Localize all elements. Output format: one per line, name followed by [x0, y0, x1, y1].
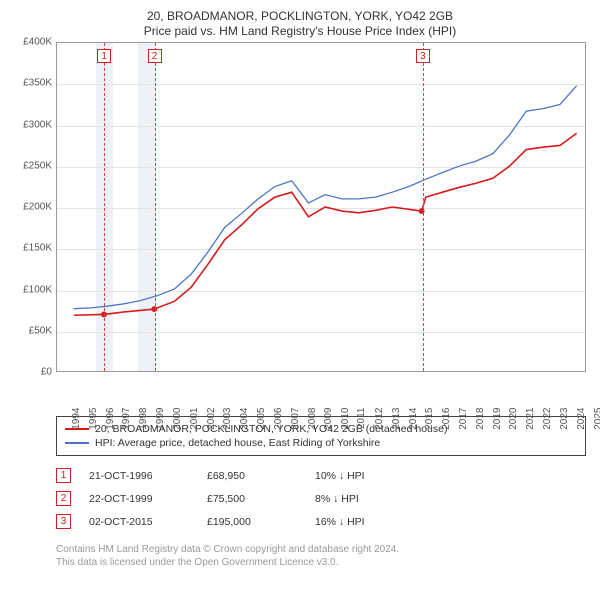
chart-titles: 20, BROADMANOR, POCKLINGTON, YORK, YO42 … — [14, 9, 586, 38]
y-tick-label: £200K — [23, 202, 52, 213]
x-tick-label: 1997 — [121, 408, 132, 430]
x-tick-label: 2000 — [172, 408, 183, 430]
y-tick-label: £0 — [41, 367, 52, 378]
event-row: 3 02-OCT-2015 £195,000 16% ↓ HPI — [56, 510, 586, 533]
y-tick-label: £350K — [23, 78, 52, 89]
x-tick-label: 2022 — [542, 408, 553, 430]
x-tick-label: 2014 — [407, 408, 418, 430]
line-chart-svg — [57, 43, 585, 371]
x-tick-label: 1996 — [104, 408, 115, 430]
event-price: £68,950 — [207, 470, 297, 482]
event-badge: 3 — [56, 514, 71, 529]
series-price_paid — [74, 133, 577, 315]
chart-title-subtitle: Price paid vs. HM Land Registry's House … — [14, 24, 586, 38]
event-row: 1 21-OCT-1996 £68,950 10% ↓ HPI — [56, 464, 586, 487]
event-date: 22-OCT-1999 — [89, 493, 189, 505]
footer-line-1: Contains HM Land Registry data © Crown c… — [56, 543, 586, 556]
footer-attribution: Contains HM Land Registry data © Crown c… — [56, 543, 586, 569]
x-tick-label: 2024 — [576, 408, 587, 430]
x-tick-label: 2003 — [222, 408, 233, 430]
x-tick-label: 2017 — [458, 408, 469, 430]
event-delta: 16% ↓ HPI — [315, 516, 425, 528]
x-axis: 1994199519961997199819992000200120022003… — [56, 374, 586, 412]
plot-area: 1 2 3 — [56, 42, 586, 372]
event-date: 21-OCT-1996 — [89, 470, 189, 482]
event-marker-line — [104, 43, 105, 371]
x-tick-label: 1994 — [71, 408, 82, 430]
x-tick-label: 2001 — [189, 408, 200, 430]
plot-wrap: £0£50K£100K£150K£200K£250K£300K£350K£400… — [14, 42, 586, 412]
x-tick-label: 1995 — [88, 408, 99, 430]
x-tick-label: 2005 — [256, 408, 267, 430]
y-tick-label: £250K — [23, 160, 52, 171]
x-tick-label: 2002 — [205, 408, 216, 430]
x-tick-label: 2019 — [491, 408, 502, 430]
x-tick-label: 2007 — [289, 408, 300, 430]
y-tick-label: £50K — [29, 325, 52, 336]
x-tick-label: 1998 — [138, 408, 149, 430]
event-price: £75,500 — [207, 493, 297, 505]
footer-line-2: This data is licensed under the Open Gov… — [56, 556, 586, 569]
event-delta: 8% ↓ HPI — [315, 493, 425, 505]
x-tick-label: 2006 — [273, 408, 284, 430]
x-tick-label: 2004 — [239, 408, 250, 430]
x-tick-label: 2013 — [390, 408, 401, 430]
x-tick-label: 2008 — [306, 408, 317, 430]
events-table: 1 21-OCT-1996 £68,950 10% ↓ HPI 2 22-OCT-1999… — [56, 464, 586, 533]
x-tick-label: 2010 — [340, 408, 351, 430]
y-tick-label: £400K — [23, 37, 52, 48]
event-badge: 1 — [56, 468, 71, 483]
event-price: £195,000 — [207, 516, 297, 528]
y-tick-label: £100K — [23, 284, 52, 295]
event-badge: 2 — [56, 491, 71, 506]
x-tick-label: 2018 — [475, 408, 486, 430]
event-marker-line — [423, 43, 424, 371]
x-tick-label: 2009 — [323, 408, 334, 430]
x-tick-label: 2020 — [508, 408, 519, 430]
y-tick-label: £150K — [23, 243, 52, 254]
legend-swatch — [65, 442, 89, 444]
chart-title-address: 20, BROADMANOR, POCKLINGTON, YORK, YO42 … — [14, 9, 586, 23]
series-hpi — [74, 86, 577, 309]
legend-item: HPI: Average price, detached house, East… — [65, 436, 577, 450]
y-axis: £0£50K£100K£150K£200K£250K£300K£350K£400… — [14, 42, 56, 372]
event-row: 2 22-OCT-1999 £75,500 8% ↓ HPI — [56, 487, 586, 510]
x-tick-label: 2025 — [592, 408, 600, 430]
x-tick-label: 2011 — [356, 408, 367, 430]
event-marker-badge: 2 — [148, 49, 162, 63]
x-tick-label: 2023 — [559, 408, 570, 430]
event-delta: 10% ↓ HPI — [315, 470, 425, 482]
y-tick-label: £300K — [23, 119, 52, 130]
x-tick-label: 2012 — [374, 408, 385, 430]
x-tick-label: 2016 — [441, 408, 452, 430]
chart-container: 20, BROADMANOR, POCKLINGTON, YORK, YO42 … — [0, 0, 600, 590]
event-date: 02-OCT-2015 — [89, 516, 189, 528]
legend-label: HPI: Average price, detached house, East… — [95, 437, 380, 449]
x-tick-label: 1999 — [155, 408, 166, 430]
legend: 20, BROADMANOR, POCKLINGTON, YORK, YO42 … — [56, 416, 586, 456]
event-marker-line — [155, 43, 156, 371]
event-marker-badge: 3 — [416, 49, 430, 63]
x-tick-label: 2015 — [424, 408, 435, 430]
event-marker-badge: 1 — [97, 49, 111, 63]
x-tick-label: 2021 — [525, 408, 536, 430]
